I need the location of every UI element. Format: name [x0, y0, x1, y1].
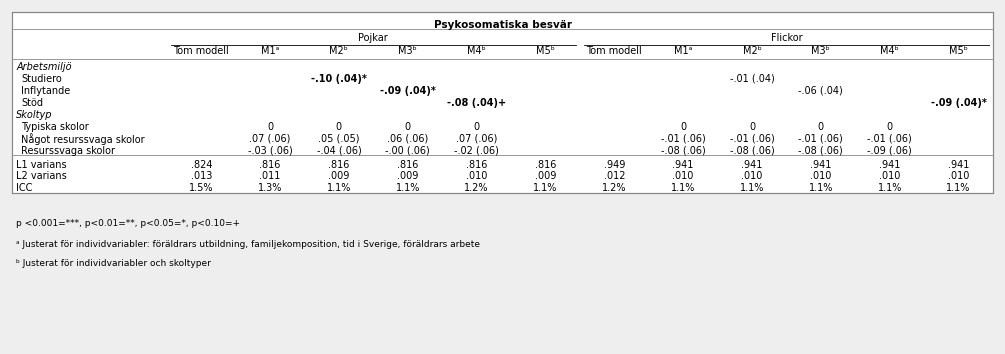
Text: .816: .816 [259, 160, 280, 170]
Text: .07 (.06): .07 (.06) [249, 134, 290, 144]
Text: -.09 (.06): -.09 (.06) [867, 146, 913, 156]
Text: .816: .816 [466, 160, 487, 170]
Text: M2ᵇ: M2ᵇ [330, 46, 349, 56]
Text: 0: 0 [749, 122, 755, 132]
Text: Resurssvaga skolor: Resurssvaga skolor [21, 146, 116, 156]
Text: 0: 0 [680, 122, 686, 132]
Text: -.03 (.06): -.03 (.06) [247, 146, 292, 156]
Text: ᵃ Justerat för individvariabler: föräldrars utbildning, familjekomposition, tid : ᵃ Justerat för individvariabler: föräldr… [16, 240, 480, 249]
Text: 0: 0 [818, 122, 824, 132]
Text: 1.5%: 1.5% [189, 183, 213, 193]
Text: Inflytande: Inflytande [21, 86, 70, 96]
Text: .949: .949 [604, 160, 625, 170]
Text: Tom modell: Tom modell [174, 46, 229, 56]
Text: .816: .816 [397, 160, 418, 170]
Text: 1.1%: 1.1% [671, 183, 695, 193]
Text: M5ᵇ: M5ᵇ [536, 46, 555, 56]
FancyBboxPatch shape [12, 12, 993, 193]
Text: .011: .011 [259, 171, 280, 181]
Text: M1ᵃ: M1ᵃ [261, 46, 279, 56]
Text: -.08 (.06): -.08 (.06) [660, 146, 706, 156]
Text: .009: .009 [329, 171, 350, 181]
Text: M2ᵇ: M2ᵇ [743, 46, 762, 56]
Text: -.01 (.06): -.01 (.06) [730, 134, 775, 144]
Text: .06 (.06): .06 (.06) [387, 134, 428, 144]
Text: .941: .941 [810, 160, 831, 170]
Text: .010: .010 [879, 171, 900, 181]
Text: 1.1%: 1.1% [396, 183, 420, 193]
Text: Arbetsmiljö: Arbetsmiljö [16, 62, 71, 72]
Text: .010: .010 [810, 171, 831, 181]
Text: Psykosomatiska besvär: Psykosomatiska besvär [433, 20, 572, 30]
Text: Pojkar: Pojkar [359, 33, 388, 43]
Text: .010: .010 [948, 171, 969, 181]
Text: .010: .010 [466, 171, 487, 181]
Text: L1 varians: L1 varians [16, 160, 66, 170]
Text: .941: .941 [879, 160, 900, 170]
Text: -.08 (.06): -.08 (.06) [798, 146, 843, 156]
Text: .009: .009 [535, 171, 556, 181]
Text: .941: .941 [948, 160, 969, 170]
Text: -.09 (.04)*: -.09 (.04)* [931, 98, 987, 108]
Text: 0: 0 [886, 122, 892, 132]
Text: M3ᵇ: M3ᵇ [811, 46, 830, 56]
Text: 1.1%: 1.1% [740, 183, 764, 193]
Text: 0: 0 [267, 122, 273, 132]
Text: -.01 (.06): -.01 (.06) [867, 134, 913, 144]
Text: 0: 0 [405, 122, 411, 132]
Text: -.10 (.04)*: -.10 (.04)* [311, 74, 367, 84]
Text: Flickor: Flickor [771, 33, 802, 43]
Text: ᵇ Justerat för individvariabler och skoltyper: ᵇ Justerat för individvariabler och skol… [16, 259, 211, 268]
Text: 0: 0 [336, 122, 342, 132]
Text: .012: .012 [604, 171, 625, 181]
Text: M3ᵇ: M3ᵇ [398, 46, 417, 56]
Text: 1.1%: 1.1% [877, 183, 901, 193]
Text: Studiero: Studiero [21, 74, 62, 84]
Text: Något resurssvaga skolor: Något resurssvaga skolor [21, 133, 145, 145]
Text: 1.2%: 1.2% [602, 183, 626, 193]
Text: 0: 0 [473, 122, 479, 132]
Text: M1ᵃ: M1ᵃ [674, 46, 692, 56]
Text: p <0.001=***, p<0.01=**, p<0.05=*, p<0.10=+: p <0.001=***, p<0.01=**, p<0.05=*, p<0.1… [16, 218, 240, 228]
Text: -.00 (.06): -.00 (.06) [385, 146, 430, 156]
Text: M4ᵇ: M4ᵇ [880, 46, 899, 56]
Text: 1.1%: 1.1% [809, 183, 833, 193]
Text: -.01 (.04): -.01 (.04) [730, 74, 775, 84]
Text: M4ᵇ: M4ᵇ [467, 46, 486, 56]
Text: 1.1%: 1.1% [327, 183, 351, 193]
Text: Skoltyp: Skoltyp [16, 110, 52, 120]
Text: Stöd: Stöd [21, 98, 43, 108]
Text: 1.1%: 1.1% [534, 183, 558, 193]
Text: -.04 (.06): -.04 (.06) [317, 146, 362, 156]
Text: ICC: ICC [16, 183, 32, 193]
Text: .941: .941 [672, 160, 693, 170]
Text: -.01 (.06): -.01 (.06) [660, 134, 706, 144]
Text: Typiska skolor: Typiska skolor [21, 122, 88, 132]
Text: -.02 (.06): -.02 (.06) [454, 146, 499, 156]
Text: -.01 (.06): -.01 (.06) [798, 134, 843, 144]
Text: L2 varians: L2 varians [16, 171, 66, 181]
Text: .010: .010 [742, 171, 763, 181]
Text: .824: .824 [191, 160, 212, 170]
Text: -.06 (.04): -.06 (.04) [798, 86, 843, 96]
Text: .816: .816 [535, 160, 556, 170]
Text: M5ᵇ: M5ᵇ [949, 46, 968, 56]
Text: .07 (.06): .07 (.06) [456, 134, 497, 144]
Text: .941: .941 [742, 160, 763, 170]
Text: .010: .010 [672, 171, 693, 181]
Text: .05 (.05): .05 (.05) [319, 134, 360, 144]
Text: -.08 (.04)+: -.08 (.04)+ [447, 98, 507, 108]
Text: 1.2%: 1.2% [464, 183, 488, 193]
Text: -.09 (.04)*: -.09 (.04)* [380, 86, 436, 96]
Text: .013: .013 [191, 171, 212, 181]
Text: .009: .009 [397, 171, 418, 181]
Text: 1.3%: 1.3% [258, 183, 282, 193]
Text: 1.1%: 1.1% [947, 183, 971, 193]
Text: .816: .816 [329, 160, 350, 170]
Text: Tom modell: Tom modell [587, 46, 642, 56]
Text: -.08 (.06): -.08 (.06) [730, 146, 775, 156]
